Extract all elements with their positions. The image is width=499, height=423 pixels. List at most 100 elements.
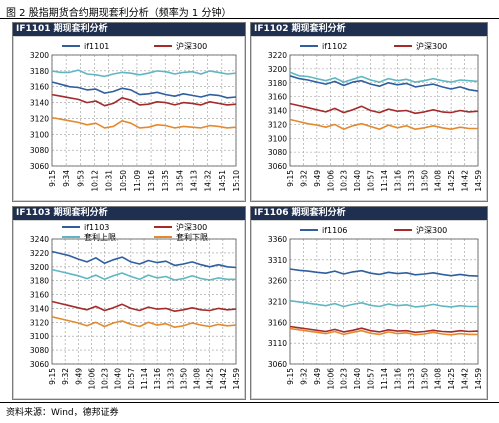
x-tick-label: 14:13 [190,170,199,192]
x-tick-label: 14:08 [193,368,202,390]
x-tick-label: 9:53 [76,170,85,187]
y-tick-label: 3060 [30,360,49,369]
y-tick-label: 3100 [268,134,287,143]
plot-frame [289,54,479,167]
x-tick-label: 13:16 [153,368,162,390]
y-tick-label: 3200 [30,263,49,272]
series-line-0 [51,81,237,99]
plot-frame [51,54,237,167]
x-tick-label: 14:59 [232,368,241,390]
x-tick-label: 14:42 [461,368,470,390]
y-tick-label: 3210 [268,298,287,307]
x-tick-label: 9:49 [313,170,322,187]
panel-if1101: IF1101 期现套利分析 if1101 沪深300 3060 3080 3100 312… [12,22,246,202]
x-tick-label: 9:15 [286,368,295,385]
series-line-1 [51,93,237,107]
y-tick-label: 3360 [268,235,287,244]
y-tick-label: 3140 [30,99,49,108]
y-tick-label: 3120 [268,120,287,129]
x-tick-label: 10:31 [105,170,114,192]
panel-title: IF1106 期现套利分析 [251,207,487,220]
series-line-3 [51,116,237,129]
series-line-2 [289,299,478,308]
x-tick-label: 13:33 [407,170,416,192]
x-tick-label: 9:49 [74,368,83,385]
y-tick-label: 3100 [30,130,49,139]
series-line-2 [51,268,236,281]
x-tick-label: 14:25 [447,368,456,390]
source-note: 资料来源：Wind，德邦证券 [6,408,119,418]
y-tick-label: 3080 [268,148,287,157]
y-tick-label: 3220 [268,51,287,60]
series-line-1 [289,102,479,115]
panel-body: if1106 沪深300 3060 3110 3160 3210 3260 3310 3360 9… [251,220,487,399]
y-tick-label: 3200 [268,65,287,74]
legend-label: 沪深300 [176,222,207,232]
series-line-2 [289,71,479,83]
x-tick-label: 10:06 [87,368,96,390]
x-tick-label: 9:32 [299,368,308,385]
x-tick-label: 11:14 [380,170,389,192]
y-tick-label: 3160 [268,318,287,327]
legend-label: if1102 [322,42,347,51]
legend-label: 沪深300 [416,225,447,235]
x-tick-label: 14:42 [219,368,228,390]
x-tick-label: 14:59 [474,170,483,192]
y-tick-label: 3180 [268,79,287,88]
x-tick-label: 10:40 [353,368,362,390]
x-tick-label: 10:40 [114,368,123,390]
x-tick-label: 14:25 [206,368,215,390]
panel-body: if1102 沪深300 3060 3080 3100 3120 3140 3160 3180 3… [251,36,487,201]
x-tick-label: 14:51 [218,170,227,192]
y-tick-label: 3240 [30,235,49,244]
x-tick-label: 14:59 [474,368,483,390]
legend-label: if1106 [322,226,347,235]
x-tick-label: 13:50 [179,368,188,390]
series-line-0 [51,250,237,269]
series-line-1 [51,300,237,312]
chart-if1102: if1102 沪深300 3060 3080 3100 3120 3140 3160 3180 3… [268,41,483,192]
series-line-0 [289,268,479,277]
y-tick-label: 3220 [30,249,49,258]
x-tick-label: 10:50 [119,170,128,192]
x-tick-label: 9:15 [286,170,295,187]
y-tick-label: 3180 [30,67,49,76]
chart-if1103: if1103 沪深300 套利上限 套利下限 3060 3080 3100 3120 3140 3… [30,222,241,390]
y-tick-label: 3060 [30,162,49,171]
panel-title: IF1103 期现套利分析 [13,207,245,220]
x-tick-label: 10:23 [340,368,349,390]
panel-body: if1103 沪深300 套利上限 套利下限 3060 3080 3100 3120 3140 3… [13,220,245,399]
panel-if1106: IF1106 期现套利分析 if1106 沪深300 3060 3110 3160 321… [250,206,488,400]
y-tick-label: 3060 [268,360,287,369]
y-tick-label: 3140 [268,107,287,116]
y-tick-label: 3140 [30,304,49,313]
legend-label: 沪深300 [176,41,207,51]
x-tick-label: 9:32 [299,170,308,187]
y-tick-label: 3310 [268,256,287,265]
series-line-2 [51,69,237,78]
top-rule [0,18,499,19]
x-tick-label: 13:54 [175,170,184,192]
x-tick-label: 9:15 [48,170,57,187]
y-tick-label: 3180 [30,277,49,286]
x-tick-label: 13:33 [407,368,416,390]
x-tick-label: 10:23 [101,368,110,390]
x-tick-label: 9:32 [61,368,70,385]
x-tick-label: 13:16 [393,170,402,192]
x-tick-label: 10:23 [340,170,349,192]
x-tick-label: 13:50 [420,368,429,390]
x-tick-label: 11:09 [133,170,142,192]
y-tick-label: 3260 [268,277,287,286]
x-tick-label: 10:06 [326,170,335,192]
x-tick-label: 10:57 [127,368,136,390]
y-tick-label: 3160 [30,291,49,300]
panel-body: if1101 沪深300 3060 3080 3100 3120 3140 3160 3180 3… [13,36,245,201]
y-tick-label: 3120 [30,114,49,123]
y-tick-label: 3200 [30,51,49,60]
x-tick-label: 14:32 [204,170,213,192]
x-tick-label: 10:57 [367,170,376,192]
series-line-3 [289,327,478,336]
y-tick-label: 3160 [30,83,49,92]
x-tick-label: 13:16 [147,170,156,192]
y-tick-label: 3100 [30,332,49,341]
